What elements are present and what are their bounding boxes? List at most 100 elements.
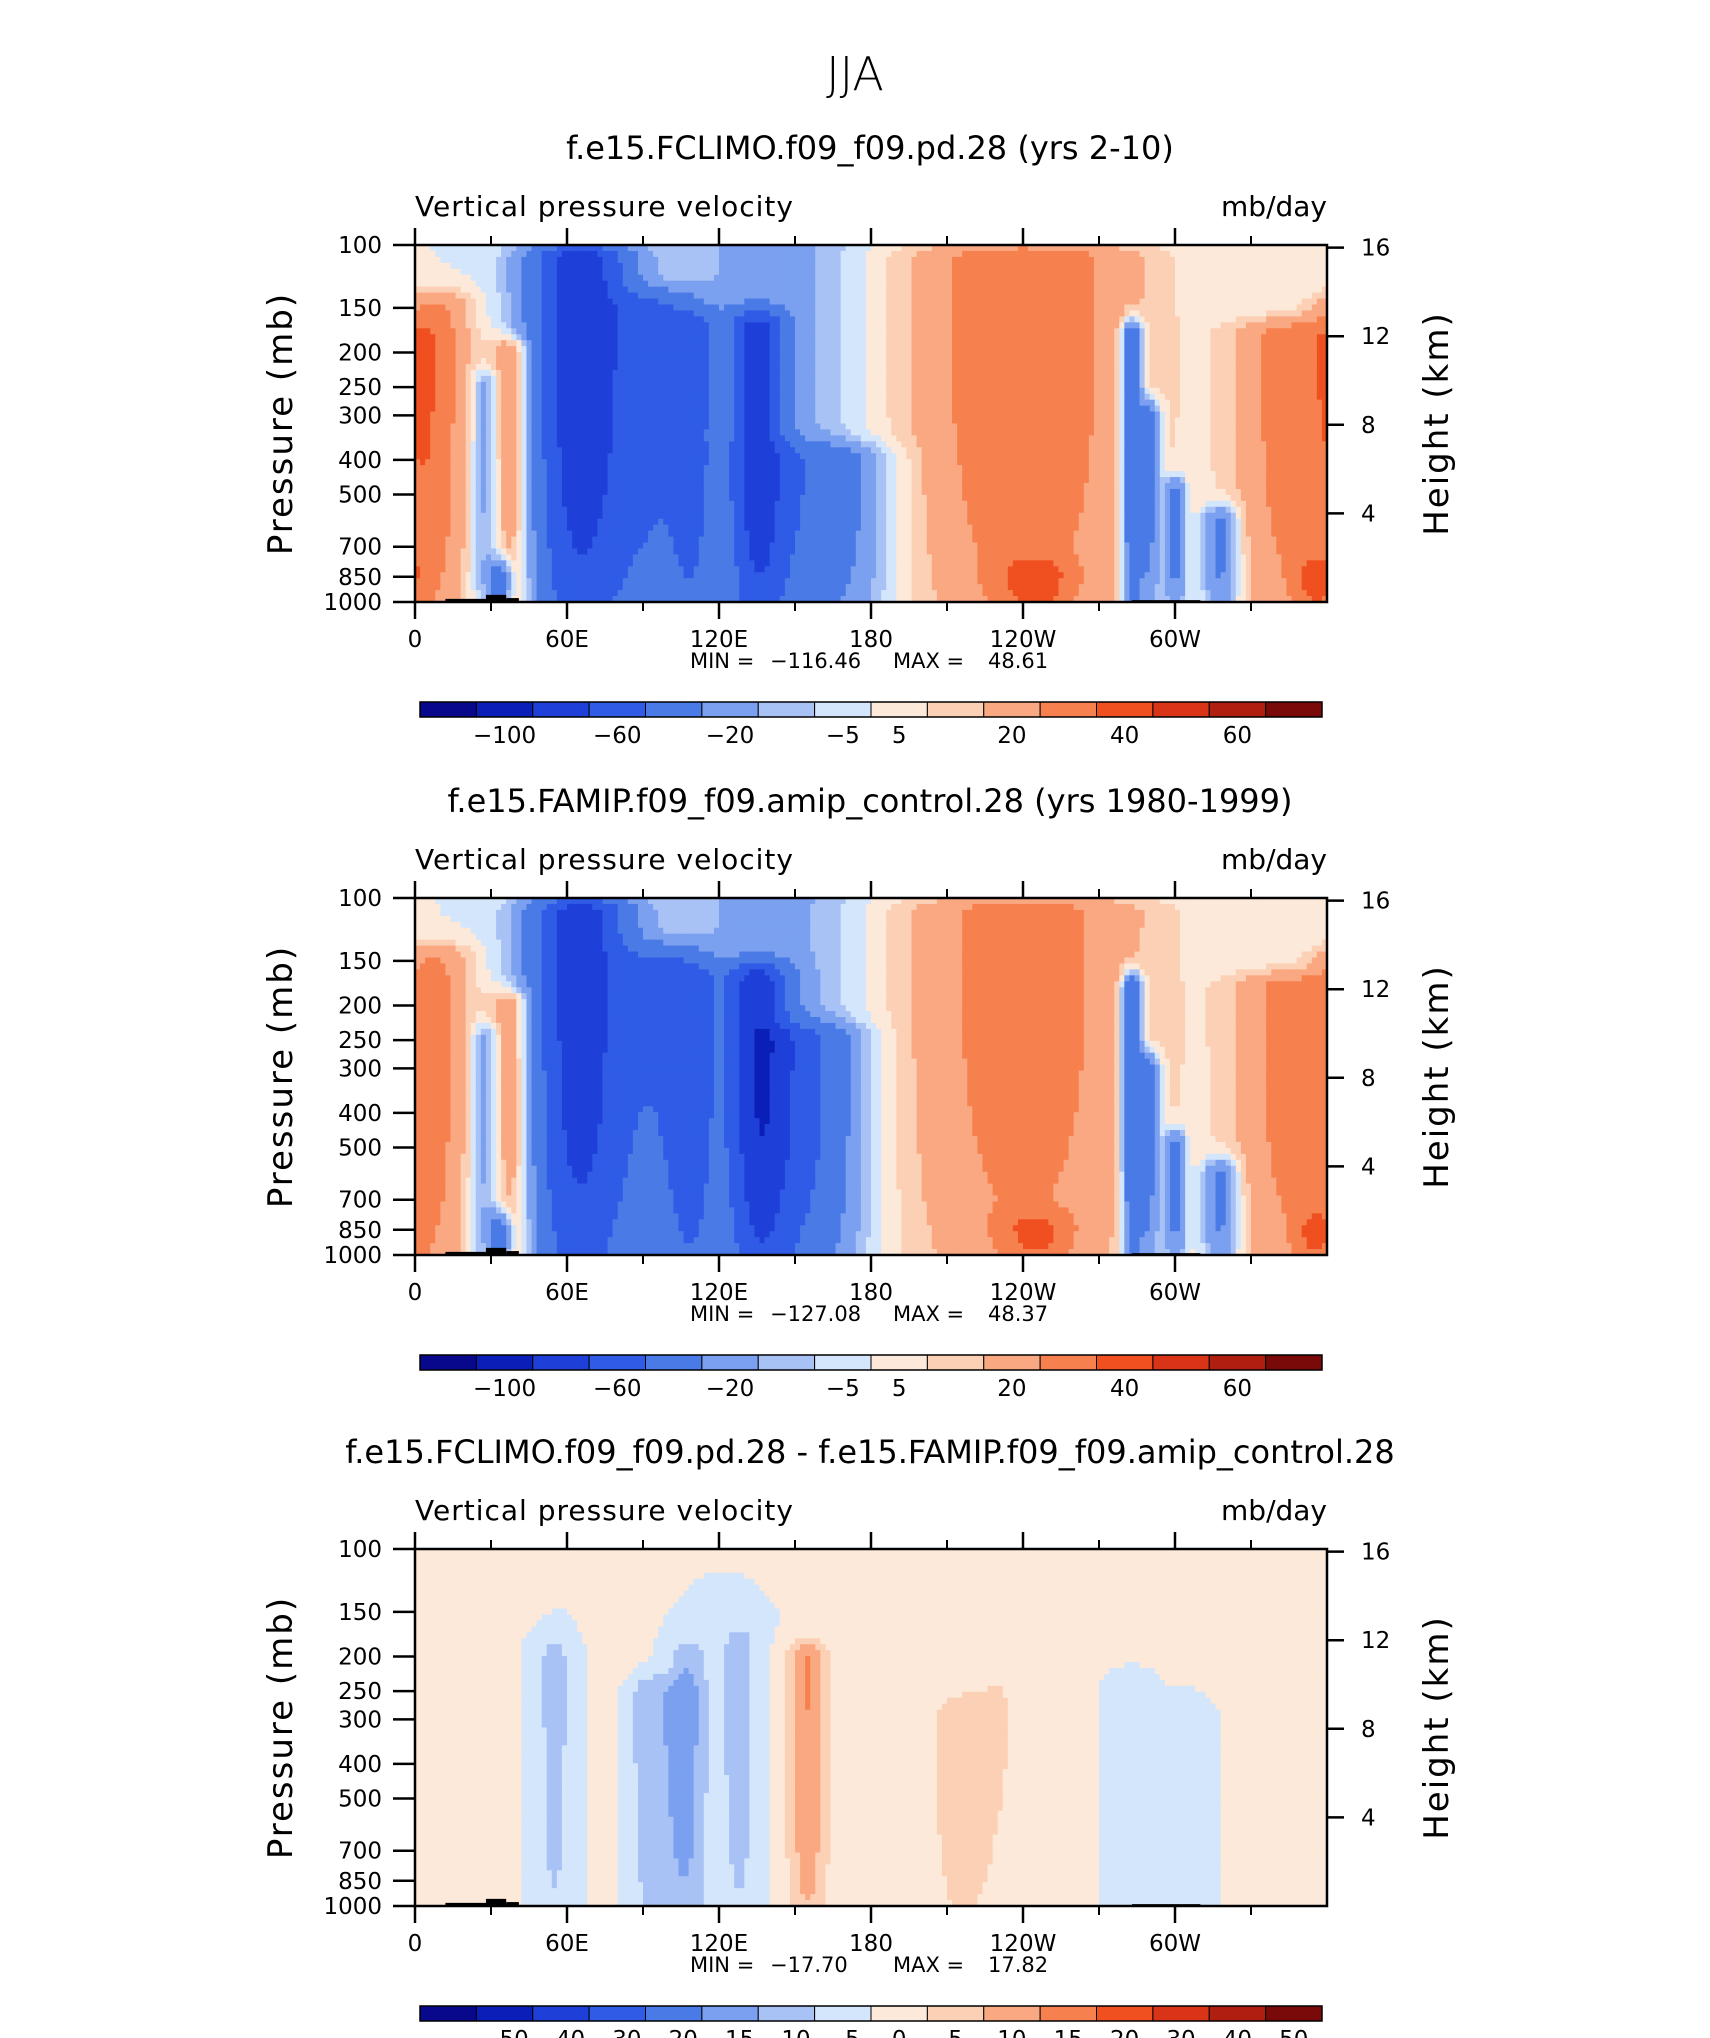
field-cell [860,245,867,252]
field-cell [769,316,776,323]
field-cell [876,358,882,365]
field-cell [1296,250,1303,258]
field-cell [901,387,908,395]
field-cell [1301,316,1308,323]
field-cell [703,304,710,312]
field-cell [1301,358,1308,365]
field-cell [1175,393,1181,401]
field-cell [1114,393,1120,401]
field-cell [622,405,629,413]
field-cell [1073,393,1080,401]
field-cell [1139,286,1146,294]
field-cell [713,375,720,383]
field-cell [678,286,685,294]
field-cell [551,304,558,312]
field-cell [926,364,933,371]
field-cell [1023,274,1029,282]
field-cell [1154,340,1161,347]
field-cell [840,334,847,341]
field-cell [1240,358,1247,365]
field-cell [648,262,654,270]
field-cell [465,304,472,312]
field-cell [1109,334,1115,341]
field-cell [1205,358,1212,365]
field-cell [668,399,674,407]
field-cell [855,280,862,288]
field-cell [1281,245,1288,252]
field-cell [860,369,867,377]
field-cell [1038,375,1044,383]
field-cell [572,322,578,329]
field-cell [1099,262,1105,270]
field-cell [1119,387,1125,395]
field-cell [855,346,862,353]
field-cell [1175,381,1181,389]
field-cell [511,250,517,258]
field-cell [506,381,512,389]
field-cell [865,346,872,353]
field-cell [992,328,999,335]
field-cell [1093,340,1100,347]
field-cell [501,334,507,341]
field-cell [1245,256,1252,264]
field-cell [987,256,994,264]
field-cell [860,393,867,401]
field-cell [693,352,700,359]
field-cell [511,387,517,395]
field-cell [1114,369,1120,377]
field-cell [658,375,664,383]
field-cell [582,346,588,353]
field-cell [734,393,740,401]
field-cell [506,245,512,252]
field-cell [602,387,609,395]
field-cell [1301,322,1308,329]
field-cell [516,399,522,407]
field-cell [577,387,583,395]
field-cell [830,322,837,329]
field-cell [430,334,436,341]
field-cell [1038,250,1044,258]
field-cell [840,375,847,383]
field-cell [561,334,568,341]
field-cell [967,346,973,353]
field-cell [713,381,720,389]
field-cell [901,274,908,282]
field-cell [967,262,973,270]
field-cell [719,381,725,389]
field-cell [1134,387,1141,395]
field-cell [1033,358,1039,365]
field-cell [835,268,842,276]
field-cell [1129,262,1136,270]
field-cell [719,292,725,300]
field-cell [962,245,968,252]
field-cell [850,387,857,395]
field-cell [1129,274,1136,282]
field-cell [546,375,553,383]
field-cell [947,381,953,389]
field-cell [1286,268,1293,276]
field-cell [1316,250,1323,258]
field-cell [663,393,669,401]
field-cell [795,310,801,317]
field-cell [577,286,583,294]
field-cell [627,346,634,353]
field-cell [835,358,842,365]
field-cell [678,328,685,335]
field-cell [1063,358,1070,365]
field-cell [485,375,492,383]
field-cell [997,399,1004,407]
field-cell [637,280,644,288]
field-cell [992,274,999,282]
field-cell [1200,340,1206,347]
field-cell [698,358,705,365]
field-cell [713,334,720,341]
field-cell [627,274,634,282]
field-cell [648,381,654,389]
field-cell [1053,268,1060,276]
field-cell [784,334,791,341]
field-cell [643,334,649,341]
field-cell [713,328,720,335]
field-cell [1114,334,1120,341]
field-cell [556,310,563,317]
field-cell [1058,298,1065,306]
